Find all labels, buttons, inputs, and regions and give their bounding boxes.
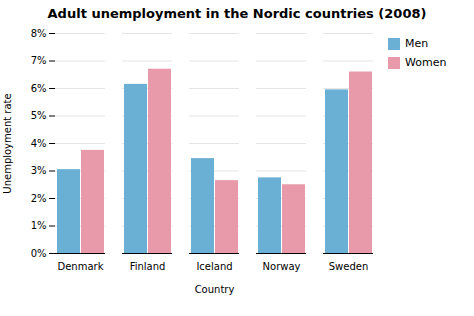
svg-text:7%: 7%	[31, 55, 47, 66]
svg-text:8%: 8%	[31, 28, 47, 39]
svg-text:Finland: Finland	[130, 261, 166, 272]
html-text:Men: Men	[405, 37, 429, 50]
svg-text:Unemployment rate: Unemployment rate	[2, 93, 13, 193]
svg-text:Denmark: Denmark	[58, 261, 104, 272]
html-text:Adult unemployment in the Nord: Adult unemployment in the Nordic countri…	[47, 6, 427, 21]
svg-text:3%: 3%	[31, 165, 47, 176]
svg-text:0%: 0%	[31, 248, 47, 259]
svg-text:Sweden: Sweden	[329, 261, 369, 272]
svg-text:2%: 2%	[31, 193, 47, 204]
html-text:Women: Women	[405, 56, 447, 69]
svg-text:1%: 1%	[31, 220, 47, 231]
svg-text:6%: 6%	[31, 83, 47, 94]
svg-text:4%: 4%	[31, 138, 47, 149]
svg-text:Country: Country	[195, 284, 235, 295]
svg-text:5%: 5%	[31, 110, 47, 121]
svg-text:Iceland: Iceland	[196, 261, 232, 272]
svg-text:Norway: Norway	[263, 261, 301, 272]
